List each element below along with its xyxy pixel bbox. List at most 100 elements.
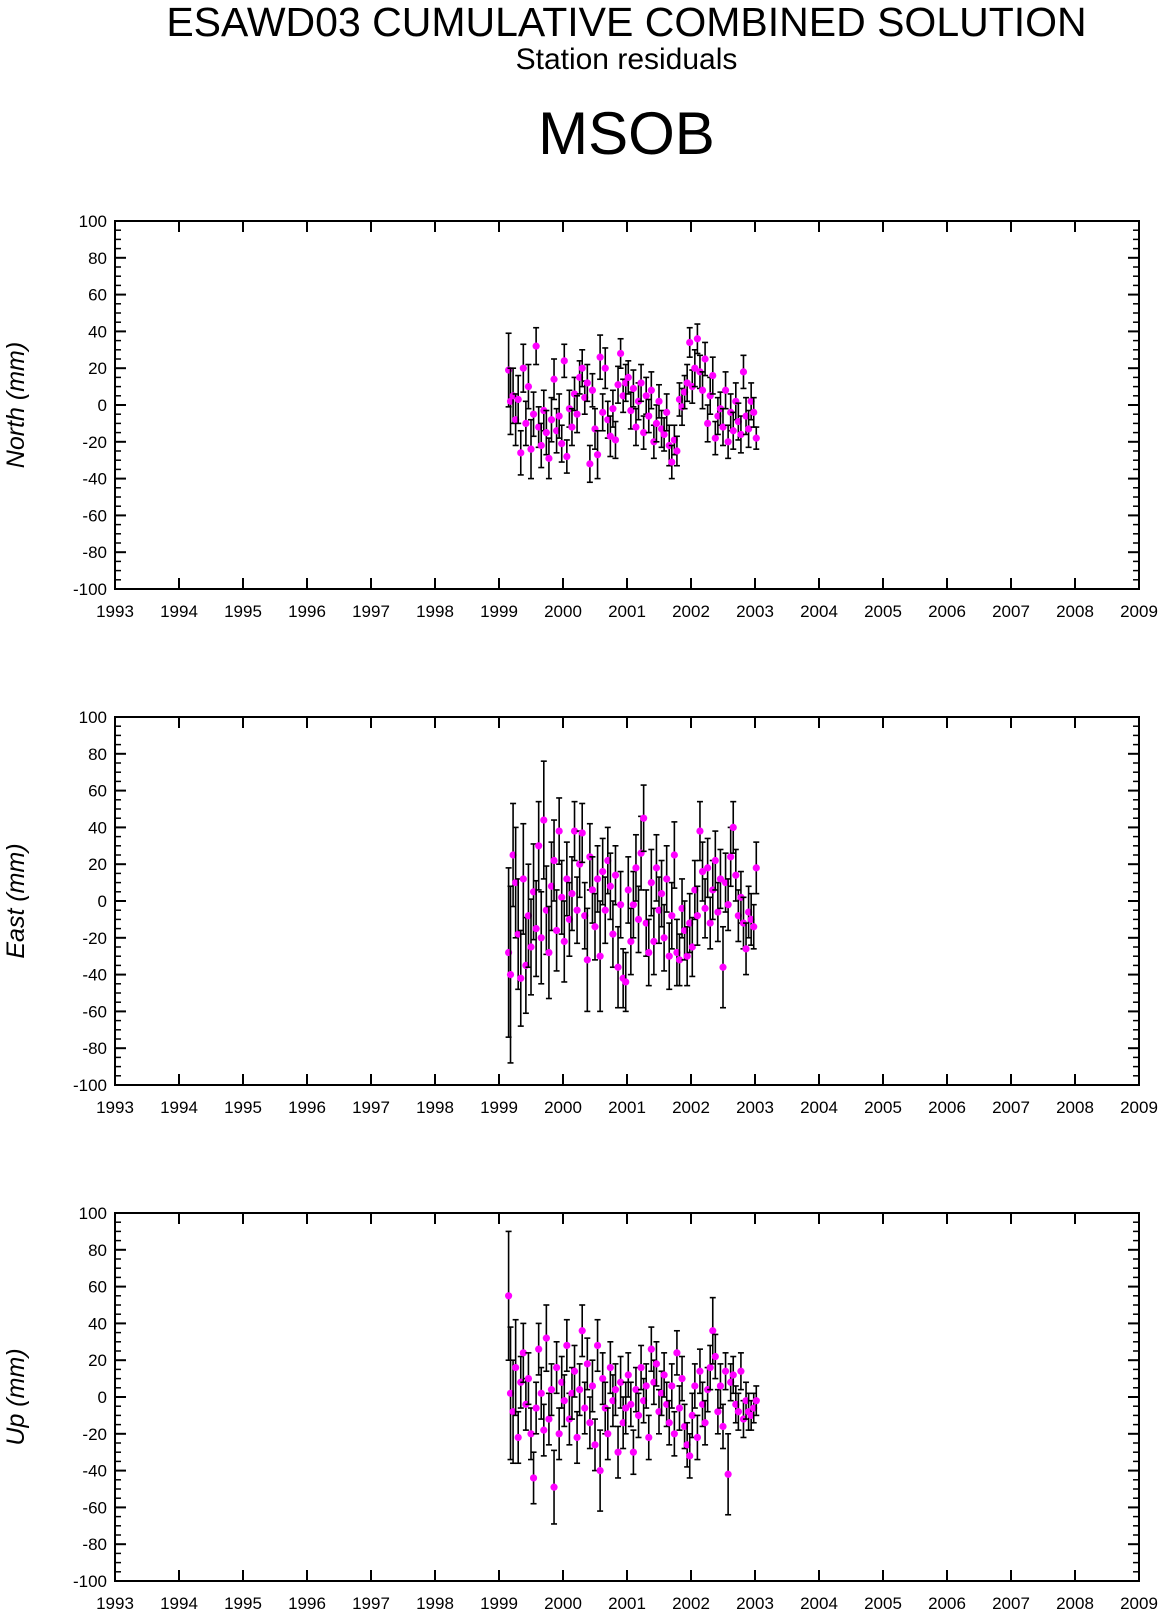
x-tick-label: 2006: [928, 602, 966, 621]
x-tick-label: 1993: [96, 1098, 134, 1117]
data-point: [588, 856, 597, 924]
x-tick-label: 2009: [1120, 1594, 1158, 1613]
data-point: [517, 929, 525, 1027]
data-point: [599, 393, 607, 432]
data-point: [596, 334, 604, 381]
data-point: [716, 848, 725, 910]
data-point: [578, 802, 586, 864]
data-point: [709, 356, 717, 395]
y-tick-label: -20: [82, 929, 107, 948]
data-point: [624, 360, 632, 395]
data-point: [673, 1329, 681, 1376]
data-point: [752, 1385, 760, 1417]
data-point: [593, 1318, 602, 1373]
y-tick-label: -60: [82, 1498, 107, 1517]
data-point: [593, 429, 602, 480]
y-tick-label: 0: [98, 1388, 107, 1407]
x-tick-label: 1996: [288, 1594, 326, 1613]
data-point: [568, 856, 576, 932]
x-tick-label: 1994: [160, 1594, 198, 1613]
data-point: [514, 1410, 522, 1465]
data-point: [693, 1414, 702, 1461]
x-tick-label: 2006: [928, 1098, 966, 1117]
data-point: [542, 1304, 550, 1373]
y-tick-label: 100: [79, 708, 107, 727]
x-tick-label: 2000: [544, 602, 582, 621]
data-point: [663, 844, 671, 913]
data-point: [698, 841, 707, 902]
data-point: [711, 1333, 719, 1380]
data-point: [640, 784, 648, 853]
data-point: [678, 1355, 686, 1402]
x-tick-label: 2002: [672, 1594, 710, 1613]
x-tick-label: 1999: [480, 1098, 518, 1117]
panel-east: 1993 1994 1995 1996 1997 1998 1999 2000 2001 2002…: [2, 708, 1158, 1117]
data-point: [532, 1381, 540, 1435]
data-point: [629, 870, 638, 939]
data-point: [591, 1418, 599, 1472]
x-tick-label: 1996: [288, 1098, 326, 1117]
data-point: [670, 1410, 678, 1457]
y-axis-label: Up (mm): [2, 1348, 30, 1445]
x-tick-label: 2004: [800, 602, 838, 621]
data-point: [537, 890, 545, 985]
data-point: [701, 878, 709, 939]
y-tick-label: -40: [82, 470, 107, 489]
data-point: [721, 371, 730, 410]
chart-title: ESAWD03 CUMULATIVE COMBINED SOLUTION: [166, 0, 1087, 45]
data-point: [622, 1381, 630, 1435]
y-tick-label: 20: [88, 1351, 107, 1370]
data-point: [668, 1363, 676, 1409]
chart-subtitle: Station residuals: [515, 43, 738, 76]
panel-up: 1993 1994 1995 1996 1997 1998 1999 2000 2001 2002…: [2, 1204, 1158, 1613]
data-point: [734, 1392, 742, 1431]
x-tick-label: 2001: [608, 1098, 646, 1117]
data-point: [704, 404, 712, 443]
data-point: [578, 1304, 586, 1358]
data-point: [727, 826, 735, 888]
y-tick-label: -60: [82, 1002, 107, 1021]
data-point: [691, 348, 699, 388]
y-tick-label: -80: [82, 543, 107, 562]
data-point: [617, 1355, 625, 1409]
data-point: [604, 1407, 612, 1461]
data-point: [719, 1403, 727, 1450]
data-point: [553, 889, 561, 972]
data-point: [524, 363, 533, 410]
x-tick-label: 1994: [160, 1098, 198, 1117]
y-tick-label: 40: [88, 1314, 107, 1333]
data-point: [555, 797, 563, 866]
data-point: [660, 1352, 668, 1398]
data-point: [647, 848, 655, 917]
data-point: [750, 903, 758, 950]
data-point: [637, 363, 645, 403]
y-tick-label: -100: [73, 1076, 107, 1095]
x-tick-label: 2000: [544, 1098, 582, 1117]
y-tick-label: 40: [88, 322, 107, 341]
data-point: [576, 1363, 584, 1417]
x-tick-label: 1997: [352, 1098, 390, 1117]
x-tick-label: 1997: [352, 1594, 390, 1613]
data-point: [716, 1363, 725, 1409]
data-point: [568, 407, 576, 447]
data-point: [550, 819, 558, 902]
x-tick-label: 1998: [416, 1594, 454, 1613]
data-point: [686, 1433, 694, 1479]
data-point: [688, 916, 696, 978]
data-point: [742, 922, 750, 976]
data-point: [573, 394, 581, 434]
data-point: [563, 439, 571, 474]
data-point: [693, 323, 702, 355]
data-point: [547, 396, 556, 443]
y-tick-label: 100: [79, 212, 107, 231]
x-tick-label: 2002: [672, 1098, 710, 1117]
data-point: [665, 922, 673, 991]
data-point: [529, 391, 538, 438]
station-name: MSOB: [538, 100, 715, 167]
x-tick-label: 2001: [608, 602, 646, 621]
data-point: [629, 369, 638, 408]
data-point: [586, 444, 594, 484]
y-tick-label: -20: [82, 1425, 107, 1444]
y-tick-label: -100: [73, 580, 107, 599]
y-tick-label: 80: [88, 1241, 107, 1260]
